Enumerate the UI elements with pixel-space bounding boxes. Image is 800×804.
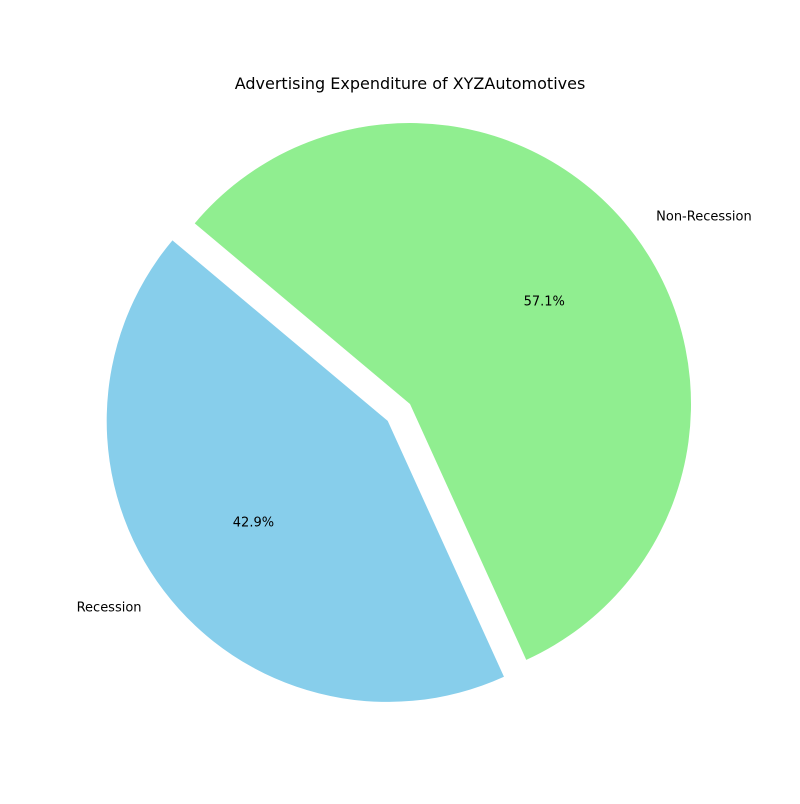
pie-slice-non-recession: [194, 123, 691, 660]
slice-percent-label: 57.1%: [524, 295, 565, 310]
pie-slices: [106, 123, 691, 702]
slice-label: Recession: [77, 600, 142, 615]
slice-label: Non-Recession: [656, 210, 752, 225]
chart-title: Advertising Expenditure of XYZAutomotive…: [235, 74, 586, 93]
pie-labels: Recession 42.9% Non-Recession 57.1%: [77, 210, 752, 616]
slice-percent-label: 42.9%: [233, 515, 274, 530]
pie-slice-recession: [106, 240, 504, 702]
